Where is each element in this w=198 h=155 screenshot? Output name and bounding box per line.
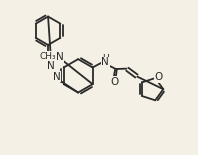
Text: O: O (110, 77, 118, 87)
Text: N: N (56, 52, 64, 62)
Text: H: H (102, 54, 109, 63)
Text: CH₃: CH₃ (40, 52, 56, 61)
Text: N: N (52, 72, 60, 82)
Text: N: N (47, 61, 54, 71)
Text: N: N (101, 58, 109, 67)
Text: O: O (155, 72, 163, 82)
